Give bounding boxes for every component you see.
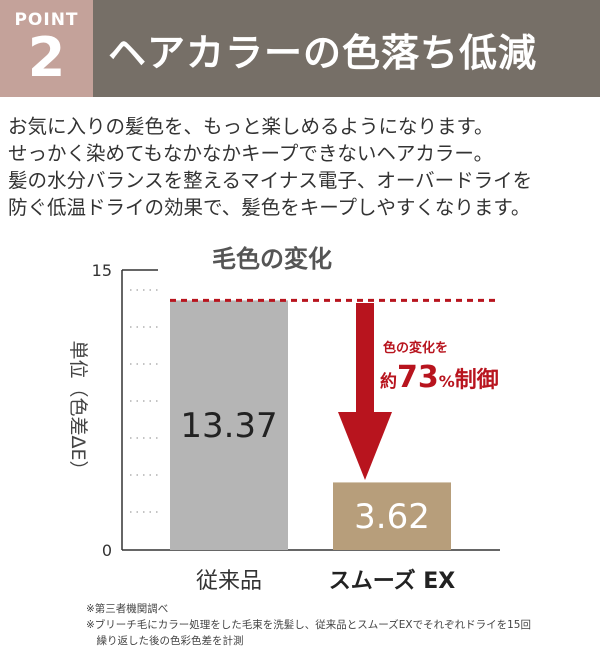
bar-smooth-ex <box>333 482 451 550</box>
annotation-suffix: 制御 <box>455 367 499 393</box>
bar-value-label: 3.62 <box>354 497 430 537</box>
down-arrow-icon <box>338 303 392 480</box>
description-line: 髪の水分バランスを整えるマイナス電子、オーバードライを <box>8 169 533 192</box>
y-tick-label: 15 <box>92 261 112 280</box>
y-axis-label: 単位（色差ΔE） <box>67 340 89 479</box>
bar-conventional <box>170 300 288 550</box>
footnote: 繰り返した後の色彩色差を計測 <box>86 635 244 647</box>
point-label: POINT <box>14 10 79 30</box>
description-line: せっかく染めてもなかなかキープできないヘアカラー。 <box>8 142 494 165</box>
annotation-prefix: 約 <box>380 371 397 392</box>
y-tick-label: 0 <box>102 541 112 560</box>
annotation-line2: 約73%制御 <box>380 360 499 395</box>
point-number: 2 <box>27 26 66 89</box>
footnote: ※ブリーチ毛にカラー処理をした毛束を洗髪し、従来品とスムーズEXでそれぞれドライ… <box>86 619 531 631</box>
category-label: 従来品 <box>196 569 262 594</box>
annotation-line1: 色の変化を <box>383 340 448 356</box>
annotation-unit: % <box>439 372 455 391</box>
header-banner <box>0 0 600 97</box>
annotation-number: 73 <box>397 360 439 395</box>
description-line: お気に入りの髪色を、もっと楽しめるようになります。 <box>8 115 494 138</box>
bar-value-label: 13.37 <box>180 406 277 446</box>
category-label: スムーズ EX <box>329 568 456 594</box>
description-line: 防ぐ低温ドライの効果で、髪色をキープしやすくなります。 <box>8 196 531 219</box>
page-title: ヘアカラーの色落ち低減 <box>108 31 538 75</box>
description: お気に入りの髪色を、もっと楽しめるようになります。 せっかく染めてもなかなかキー… <box>8 113 532 221</box>
chart-title: 毛色の変化 <box>212 245 332 273</box>
point-badge: POINT 2 <box>0 0 93 97</box>
footnote: ※第三者機関調べ <box>86 603 169 615</box>
